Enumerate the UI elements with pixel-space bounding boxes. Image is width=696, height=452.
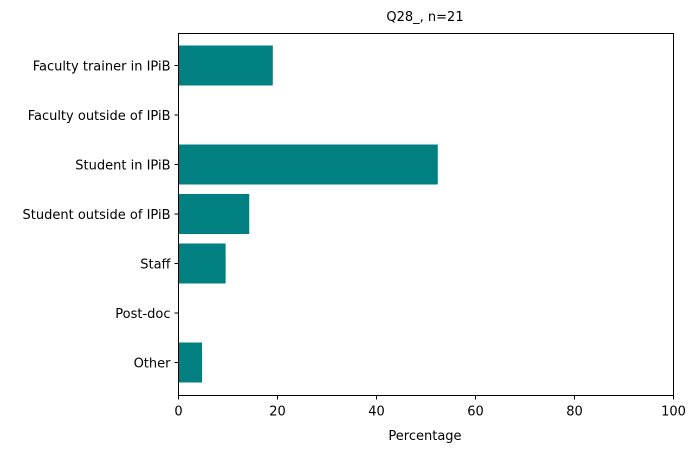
y-tick-label: Faculty outside of IPiB <box>28 109 171 124</box>
y-tick-label: Post-doc <box>115 307 170 322</box>
bar <box>178 194 250 234</box>
x-axis-label: Percentage <box>388 429 461 444</box>
y-tick-label: Student in IPiB <box>75 159 170 174</box>
y-axis: Faculty trainer in IPiB Faculty outside o… <box>23 60 179 372</box>
y-tick-label: Staff <box>140 258 171 273</box>
x-tick-label: 60 <box>467 405 484 420</box>
bar <box>178 342 203 383</box>
y-tick-label: Student outside of IPiB <box>23 208 171 223</box>
x-tick-label: 80 <box>566 405 583 420</box>
x-axis: 0 20 40 60 80 100 <box>174 395 686 420</box>
x-tick-label: 40 <box>368 405 385 420</box>
plot-frame <box>178 33 674 396</box>
bar <box>178 243 226 284</box>
y-tick-label: Faculty trainer in IPiB <box>33 60 171 75</box>
bar <box>178 144 438 185</box>
bar <box>178 45 273 86</box>
x-tick-label: 100 <box>661 405 686 420</box>
chart-title: Q28_, n=21 <box>386 10 463 25</box>
y-tick-label: Other <box>134 357 172 372</box>
x-tick-label: 0 <box>174 405 182 420</box>
x-tick-label: 20 <box>269 405 286 420</box>
bars-group <box>178 45 438 383</box>
